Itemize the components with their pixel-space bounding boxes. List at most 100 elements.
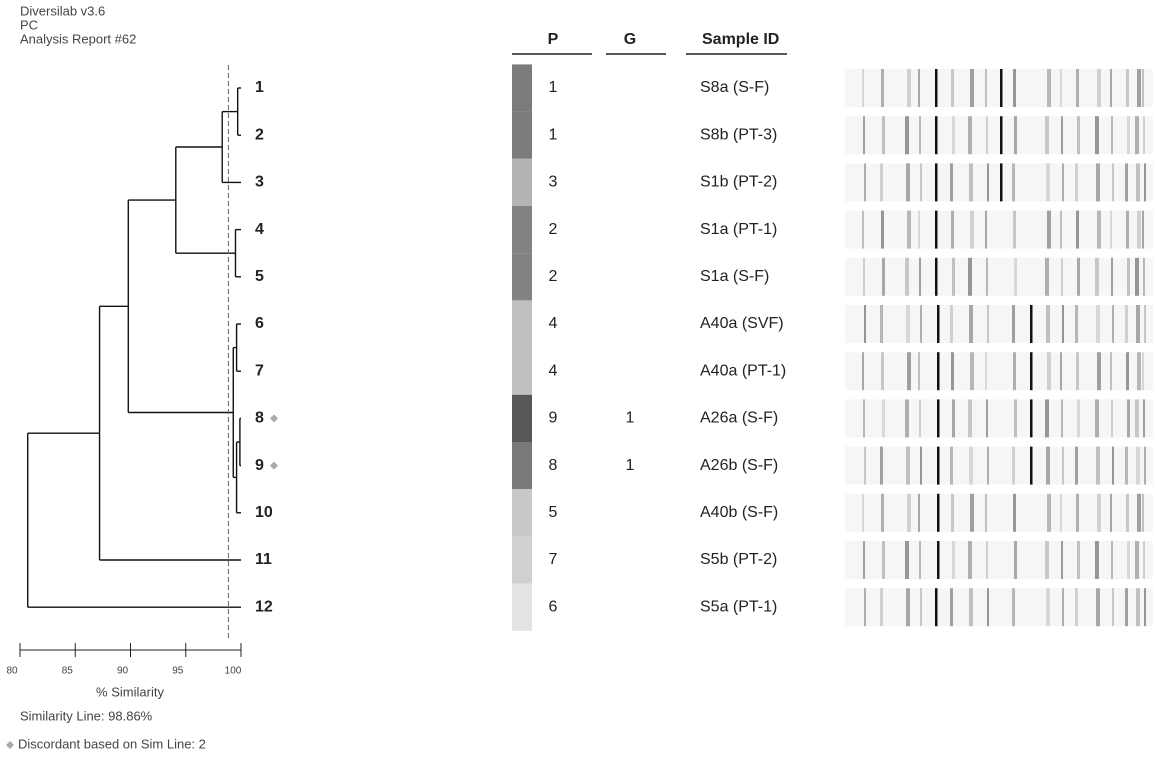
gel-band: [1013, 211, 1016, 249]
gel-band: [1046, 447, 1050, 485]
gel-band: [1111, 399, 1113, 437]
gel-band: [952, 541, 955, 579]
leaf-label: 4: [255, 221, 264, 238]
gel-band-strong: [935, 258, 938, 296]
report: Diversilab v3.6 PC Analysis Report #62 %…: [0, 0, 1155, 783]
gel-band: [1143, 116, 1145, 154]
gel-band: [1012, 447, 1015, 485]
gel-band: [970, 211, 974, 249]
gel-band: [969, 305, 973, 343]
x-tick-label: 90: [117, 666, 129, 677]
gel-band: [1127, 399, 1130, 437]
gel-band: [1045, 258, 1049, 296]
gel-band: [918, 494, 920, 532]
gel-band: [1135, 399, 1139, 437]
gel-band: [905, 258, 909, 296]
gel-band: [985, 352, 987, 390]
gel-band: [952, 399, 955, 437]
gel-band: [1142, 352, 1144, 390]
gel-band-strong: [937, 399, 940, 437]
leaf-label: 1: [255, 79, 264, 96]
gel-lane: [845, 541, 1153, 579]
gel-band: [985, 211, 987, 249]
gel-band: [986, 399, 988, 437]
gel-band: [1112, 588, 1114, 626]
gel-band: [1125, 163, 1128, 201]
column-header: P: [548, 31, 559, 48]
gel-lane: [845, 447, 1153, 485]
gel-band: [1076, 494, 1079, 532]
gel-band: [968, 116, 972, 154]
gel-band: [920, 588, 922, 626]
x-axis-label: % Similarity: [96, 684, 164, 699]
gel-band: [1097, 494, 1101, 532]
gel-band: [1013, 69, 1016, 107]
gel-band: [881, 494, 884, 532]
gel-band: [1046, 305, 1050, 343]
gel-lane: [845, 163, 1153, 201]
gel-band: [862, 494, 864, 532]
gel-band: [1136, 163, 1140, 201]
gel-band: [906, 305, 910, 343]
gel-band: [1061, 258, 1063, 296]
gel-band: [951, 352, 954, 390]
gel-band-strong: [935, 69, 938, 107]
gel-band: [1142, 494, 1144, 532]
gel-lane: [845, 352, 1153, 390]
gel-lane: [845, 211, 1153, 249]
gel-band-strong: [1030, 447, 1033, 485]
gel-band: [1111, 258, 1113, 296]
gel-band: [1095, 116, 1099, 154]
gel-band: [950, 447, 953, 485]
p-cell: 7: [549, 551, 558, 568]
gel-band: [1077, 116, 1080, 154]
p-cell: 4: [549, 315, 558, 332]
pattern-cell: [512, 112, 532, 159]
p-cell: 1: [549, 79, 558, 96]
gel-band: [864, 163, 866, 201]
gel-band: [1126, 211, 1129, 249]
p-cell: 5: [549, 504, 558, 521]
gel-band: [1111, 116, 1113, 154]
gel-band: [905, 541, 909, 579]
sample-id: S5a (PT-1): [700, 598, 777, 615]
gel-band: [1110, 69, 1112, 107]
gel-band: [1047, 352, 1051, 390]
header-line: Diversilab v3.6: [20, 3, 105, 18]
gel-band: [920, 163, 922, 201]
gel-band-strong: [937, 447, 940, 485]
gel-band: [1096, 588, 1100, 626]
gel-band: [905, 399, 909, 437]
gel-band: [1096, 305, 1100, 343]
gel-band: [881, 211, 884, 249]
gel-band: [862, 211, 864, 249]
gel-band: [862, 352, 864, 390]
gel-band: [970, 69, 974, 107]
pattern-cell: [512, 395, 532, 442]
gel-lane: [845, 305, 1153, 343]
sample-id: S5b (PT-2): [700, 551, 777, 568]
p-cell: 4: [549, 362, 558, 379]
gel-band: [1075, 588, 1078, 626]
gel-band: [1096, 447, 1100, 485]
gel-band: [880, 163, 883, 201]
column-header: G: [624, 31, 636, 48]
gel-band-strong: [935, 588, 938, 626]
gel-band: [1097, 211, 1101, 249]
gel-band: [863, 399, 865, 437]
gel-band: [882, 116, 885, 154]
gel-lane: [845, 588, 1153, 626]
gel-band: [1060, 211, 1062, 249]
gel-band: [880, 447, 883, 485]
gel-band: [1095, 541, 1099, 579]
gel-band: [1061, 399, 1063, 437]
gel-band: [1142, 211, 1144, 249]
pattern-cell: [512, 253, 532, 300]
gel-band: [1144, 447, 1146, 485]
gel-band: [985, 69, 987, 107]
sample-id: A40b (S-F): [700, 504, 778, 521]
pattern-cell: [512, 348, 532, 395]
gel-band: [969, 588, 973, 626]
gel-band-strong: [935, 211, 938, 249]
gel-band: [1014, 258, 1017, 296]
